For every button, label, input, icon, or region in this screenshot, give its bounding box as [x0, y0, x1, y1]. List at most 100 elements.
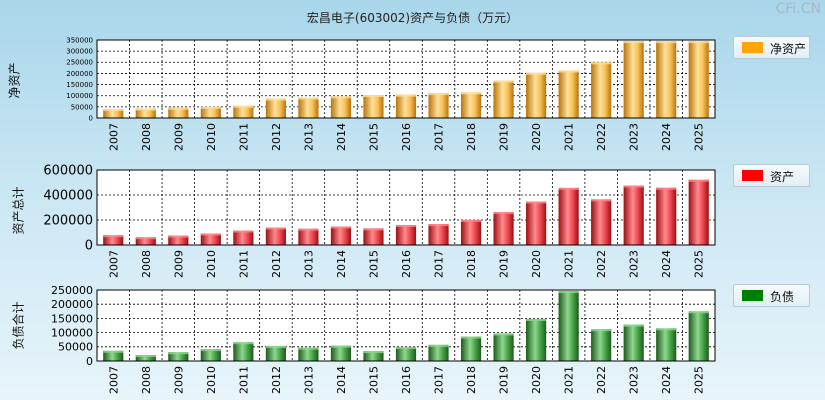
plot-frame: [96, 289, 716, 362]
x-tick-label: 2019: [498, 123, 511, 151]
x-tick-label: 2017: [433, 123, 446, 151]
x-tick-label: 2024: [660, 366, 673, 394]
plot-frame: [96, 39, 716, 119]
bar-2007: [103, 235, 124, 245]
bar-cap: [526, 201, 547, 204]
bar-2012: [265, 345, 286, 361]
bar-2019: [493, 80, 514, 118]
bar-cap: [135, 355, 156, 358]
y-tick-label: 50000: [58, 341, 93, 354]
x-tick-label: 2018: [465, 250, 478, 278]
bar-cap: [591, 199, 612, 202]
bar-cap: [103, 109, 124, 112]
bar-2014: [330, 96, 352, 118]
bar-cap: [363, 228, 384, 231]
bar-cap: [298, 228, 319, 231]
bar-2011: [233, 230, 254, 245]
x-tick-label: 2018: [465, 123, 478, 151]
plot-frame: [96, 169, 716, 246]
x-tick-label: 2018: [465, 366, 478, 394]
x-tick-label: 2016: [400, 250, 413, 278]
x-tick-label: 2011: [237, 366, 250, 394]
chart-panel-0: 0 50000 100000 150000 200000 250000 300000 3500…: [66, 36, 716, 151]
bar-cap: [395, 347, 417, 350]
x-tick-label: 2025: [693, 250, 706, 278]
bar-cap: [558, 187, 579, 190]
bar-cap: [135, 108, 156, 111]
x-tick-label: 2021: [563, 123, 576, 151]
y-tick-label: 150000: [51, 312, 93, 325]
x-tick-label: 2020: [530, 250, 543, 278]
bar-2007: [103, 350, 124, 361]
y-tick-label: 0: [85, 239, 93, 254]
legend-net-assets: 净资产: [733, 36, 810, 59]
bar-2024: [656, 187, 677, 245]
bar-2018: [460, 220, 482, 245]
bar-cap: [103, 235, 124, 238]
bar-cap: [200, 106, 221, 109]
bar-2018: [460, 336, 482, 361]
y-tick-label: 600000: [43, 164, 93, 179]
bar-cap: [428, 344, 449, 347]
x-tick-label: 2009: [172, 123, 185, 151]
bar-cap: [428, 224, 449, 227]
bar-2016: [395, 347, 417, 361]
bar-2014: [330, 345, 352, 361]
x-tick-label: 2012: [270, 366, 283, 394]
bar-cap: [233, 230, 254, 233]
bar-2023: [623, 324, 644, 361]
bar-2017: [428, 224, 449, 245]
y-tick-label: 150000: [66, 81, 93, 89]
x-tick-label: 2015: [367, 250, 380, 278]
legend-swatch-assets: [742, 170, 763, 181]
x-tick-label: 2024: [660, 123, 673, 151]
bar-cap: [656, 187, 677, 190]
bar-2008: [135, 355, 156, 361]
bar-cap: [233, 105, 254, 108]
bar-2024: [656, 41, 677, 118]
bar-cap: [135, 237, 156, 240]
bar-cap: [395, 225, 417, 227]
watermark-logo: CFi.CN: [775, 1, 821, 17]
bar-cap: [233, 342, 254, 345]
bar-2021: [558, 291, 579, 361]
x-tick-label: 2020: [530, 366, 543, 394]
x-tick-label: 2013: [302, 123, 315, 151]
bar-2015: [363, 228, 384, 245]
bar-2009: [168, 107, 189, 118]
x-tick-label: 2007: [107, 250, 120, 278]
bar-cap: [526, 72, 547, 75]
bar-cap: [428, 93, 449, 96]
y-tick-label: 200000: [66, 70, 93, 78]
x-tick-label: 2008: [140, 250, 153, 278]
bar-cap: [363, 95, 384, 98]
x-tick-label: 2025: [693, 366, 706, 394]
x-tick-label: 2015: [367, 366, 380, 394]
bar-cap: [168, 107, 189, 110]
bar-2025: [688, 179, 709, 245]
bar-2024: [656, 328, 677, 361]
y-tick-label: 350000: [66, 36, 93, 44]
bar-cap: [656, 328, 677, 331]
bar-2019: [493, 212, 514, 245]
bar-cap: [200, 349, 221, 352]
legend-swatch-net-assets: [742, 42, 763, 53]
bar-2017: [428, 344, 449, 361]
x-tick-label: 2021: [563, 366, 576, 394]
bar-2016: [395, 94, 417, 118]
bar-cap: [493, 80, 514, 83]
x-tick-label: 2011: [237, 250, 250, 278]
x-tick-label: 2015: [367, 123, 380, 151]
x-tick-label: 2023: [628, 123, 641, 151]
bar-2020: [526, 201, 547, 245]
bar-2025: [688, 41, 709, 118]
x-tick-label: 2013: [302, 250, 315, 278]
x-tick-label: 2008: [140, 123, 153, 151]
x-tick-label: 2007: [107, 366, 120, 394]
y-tick-label: 0: [89, 114, 93, 122]
bar-cap: [200, 233, 221, 236]
bar-cap: [298, 97, 319, 100]
x-tick-label: 2022: [595, 250, 608, 278]
bar-cap: [493, 212, 514, 215]
